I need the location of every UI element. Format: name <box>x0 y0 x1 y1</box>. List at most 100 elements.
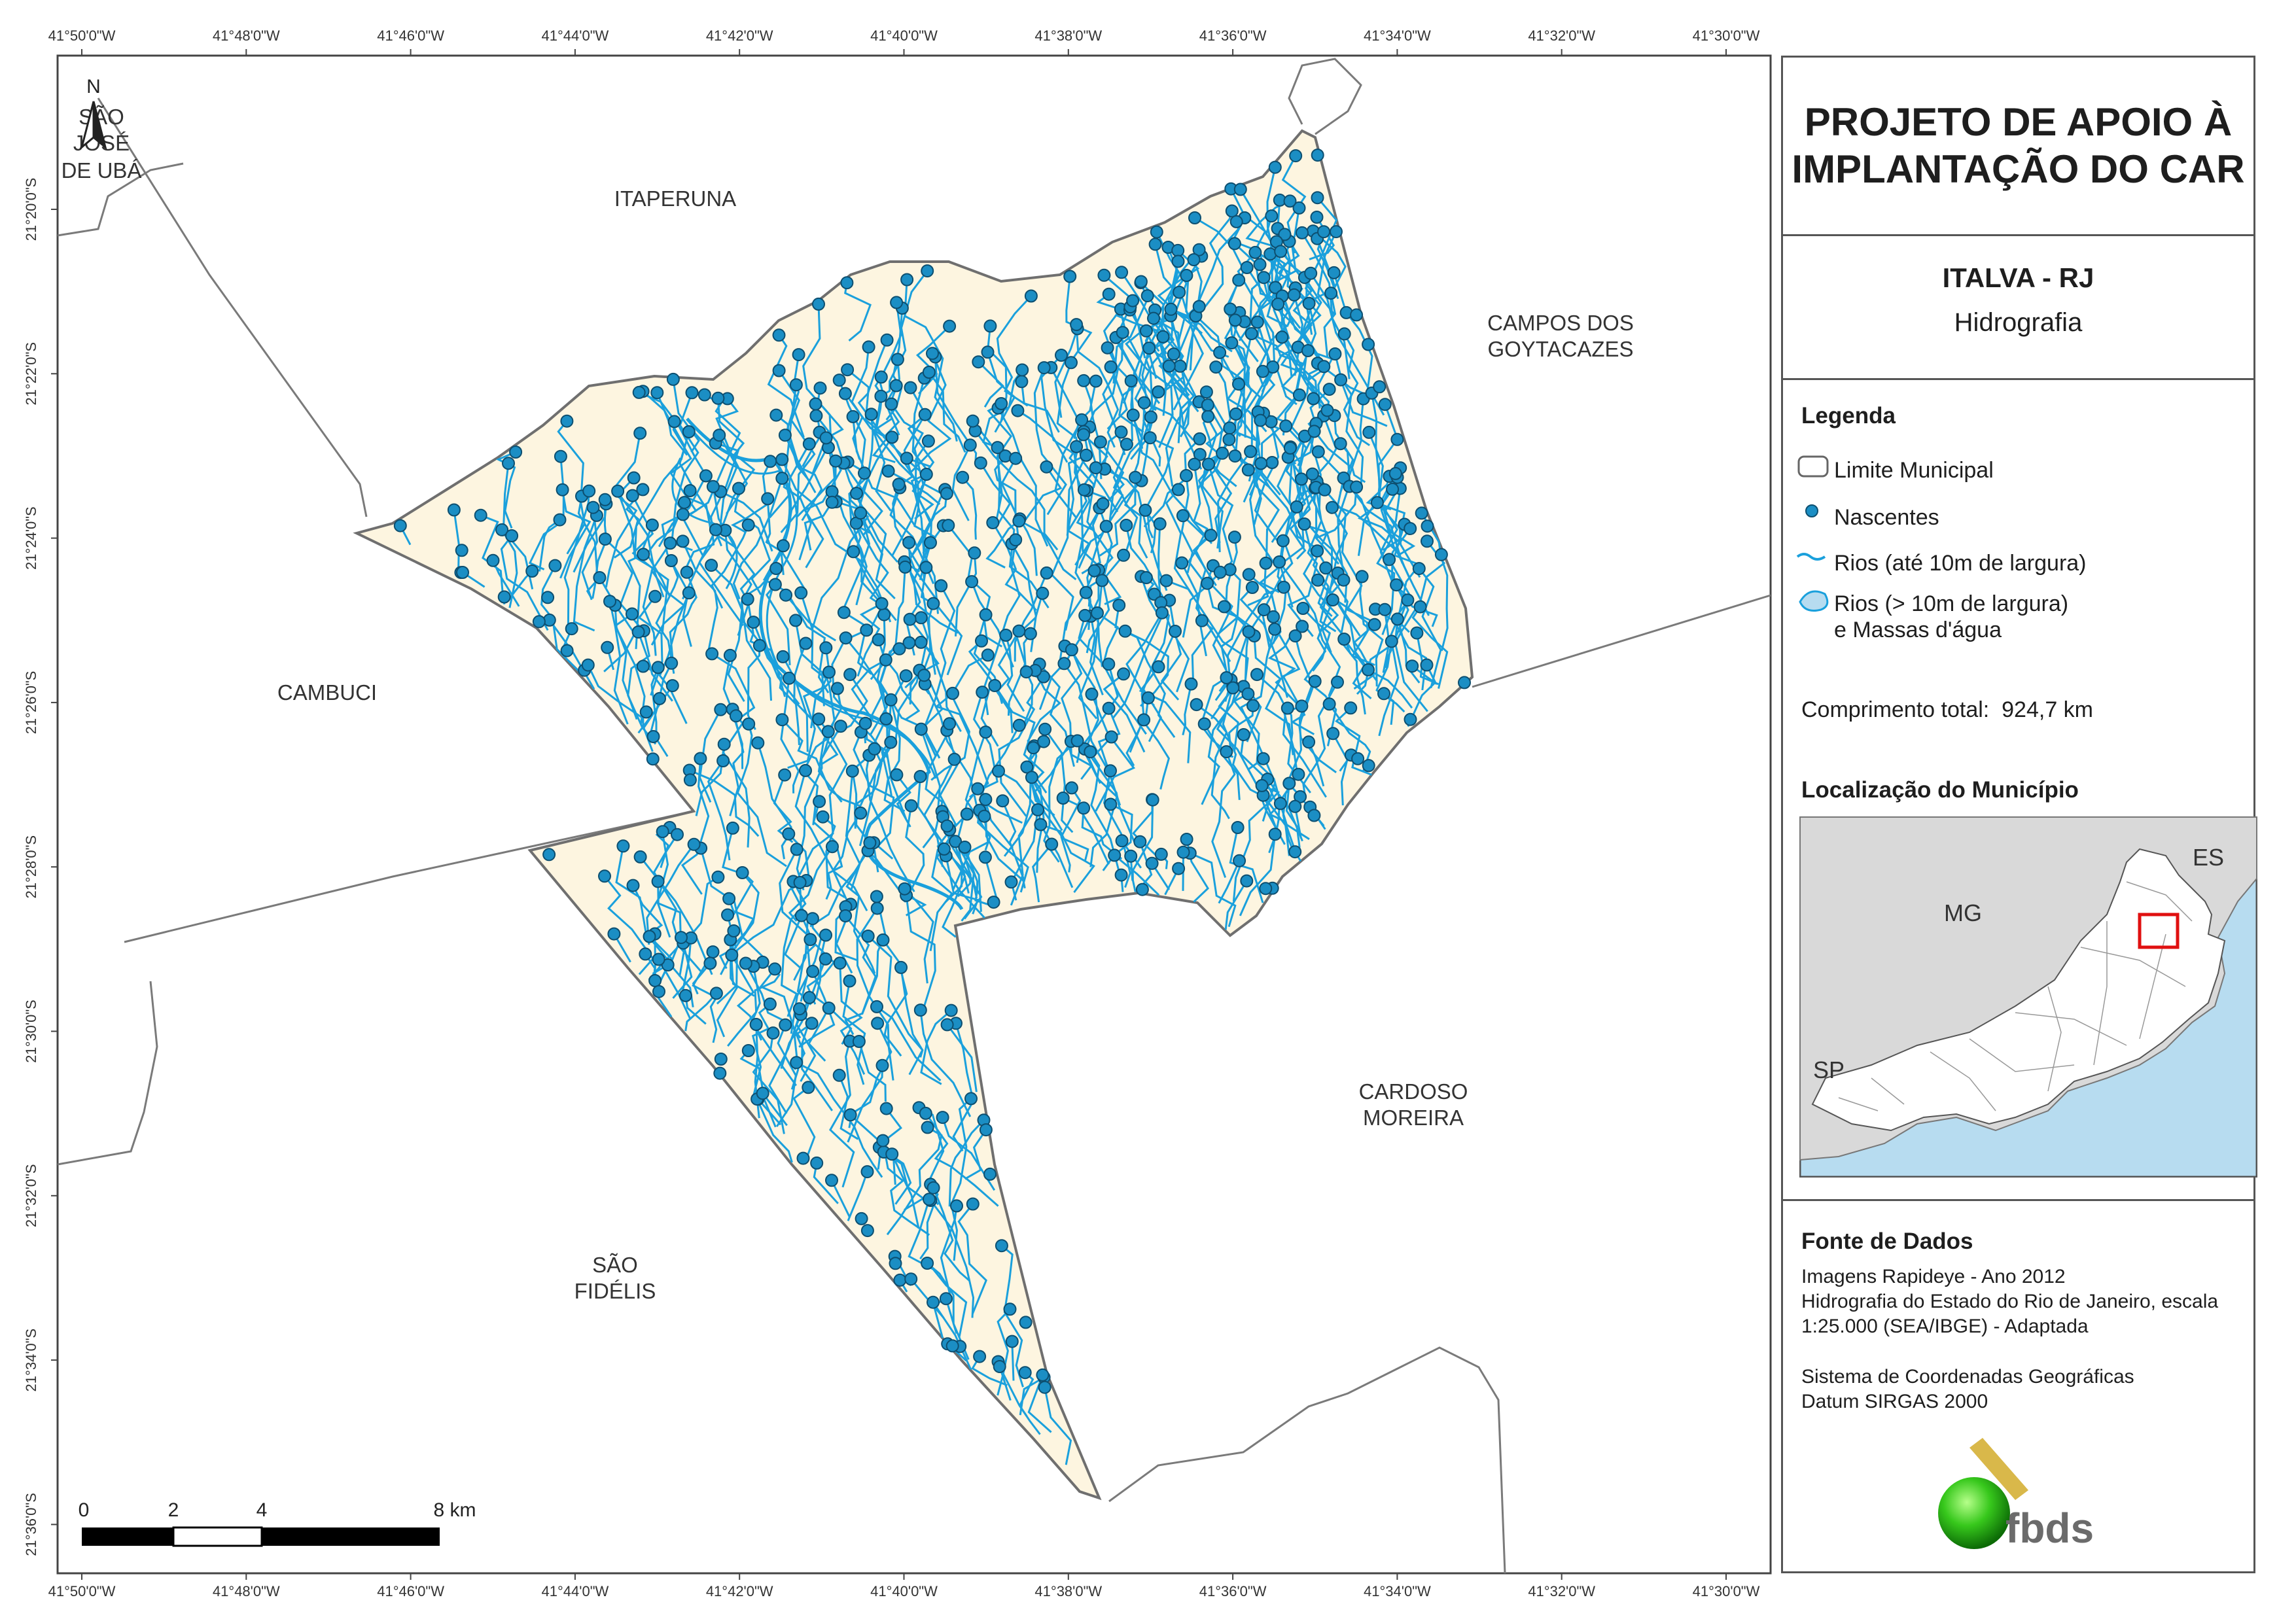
river-segment <box>1218 352 1246 438</box>
spring-point <box>834 720 847 733</box>
total-length-label: Comprimento total: <box>1801 697 1990 722</box>
spring-point <box>1276 534 1290 548</box>
spring-point <box>1334 373 1348 387</box>
river-segment <box>1027 670 1061 742</box>
spring-point <box>870 890 883 903</box>
spring-point <box>1287 288 1301 302</box>
spring-point <box>1065 356 1078 370</box>
spring-point <box>1156 330 1170 343</box>
sources-line: 1:25.000 (SEA/IBGE) - Adaptada <box>1801 1316 2089 1337</box>
river-segment <box>787 671 830 769</box>
spring-point <box>885 430 899 444</box>
river-segment <box>1304 197 1338 306</box>
spring-point <box>616 839 630 853</box>
river-segment <box>998 1366 1028 1417</box>
spring-point <box>1232 377 1245 391</box>
neighbor-labels: SÃO JOSÉ DE UBÁ ITAPERUNA CAMPOS DOS GOY… <box>62 105 1634 1303</box>
spring-point <box>902 536 916 550</box>
river-segment <box>904 279 958 442</box>
spring-point <box>560 644 574 657</box>
spring-point <box>958 841 972 854</box>
spring-point <box>685 386 699 400</box>
spring-point <box>1153 517 1167 531</box>
spring-point <box>664 554 678 567</box>
river-segment <box>1357 438 1400 551</box>
river-segment <box>682 434 738 600</box>
river-segment <box>1074 503 1104 596</box>
river-segment <box>851 659 887 723</box>
spring-point <box>1144 410 1157 424</box>
spring-point <box>556 483 569 497</box>
spring-point <box>1012 718 1026 732</box>
scale-bar: 0 2 4 8 km <box>79 1499 476 1547</box>
river-segment <box>1165 489 1195 599</box>
river-segment <box>1211 751 1236 879</box>
spring-point <box>1154 847 1168 861</box>
river-segment <box>946 1024 978 1092</box>
spring-point <box>903 612 917 626</box>
river-segment <box>1283 446 1305 563</box>
spring-point <box>845 764 859 778</box>
spring-point <box>678 496 691 510</box>
river-segment <box>804 501 833 551</box>
spring-point <box>890 768 904 782</box>
spring-point <box>988 679 1002 692</box>
spring-point <box>796 1151 810 1165</box>
spring-point <box>1124 374 1138 388</box>
title-block: PROJETO DE APOIO À IMPLANTAÇÃO DO CAR <box>1783 58 2253 236</box>
spring-point <box>1222 432 1236 446</box>
spring-point <box>884 735 898 749</box>
spring-point <box>1237 728 1250 741</box>
river-segment <box>945 855 980 915</box>
river-segment <box>930 654 989 781</box>
spring-point <box>1322 383 1336 396</box>
river-segment <box>1144 510 1157 553</box>
spring-point <box>792 1002 806 1016</box>
longitude-label: 41°32'0"W <box>1528 1583 1595 1599</box>
spring-point <box>898 560 912 574</box>
spring-point <box>1201 398 1214 412</box>
river-segment <box>615 846 648 936</box>
river-segment <box>1275 346 1304 422</box>
scale-label: 0 <box>79 1499 90 1521</box>
spring-point <box>1005 1335 1019 1348</box>
spring-point <box>1202 457 1215 471</box>
spring-point <box>1288 629 1302 643</box>
spring-point <box>680 565 694 579</box>
river-segment <box>865 755 915 892</box>
spring-point <box>772 328 786 342</box>
spring-point <box>884 693 898 707</box>
spring-point <box>1307 392 1320 406</box>
river-segment <box>964 1129 987 1180</box>
spring-point <box>898 882 911 896</box>
river-segment <box>1247 563 1269 606</box>
spring-point <box>790 1056 804 1070</box>
spring-point <box>1277 580 1290 594</box>
spring-point <box>652 952 665 966</box>
spring-point <box>986 516 1000 529</box>
spring-point <box>651 875 665 888</box>
spring-point <box>633 850 647 864</box>
spring-point <box>899 669 913 683</box>
spring-point <box>776 650 790 663</box>
river-segment <box>942 1117 996 1191</box>
spring-point <box>676 508 690 521</box>
spring-point <box>1147 311 1160 325</box>
spring-point <box>1075 413 1089 427</box>
spring-point <box>713 428 726 442</box>
river-segment <box>1103 673 1146 753</box>
spring-point <box>643 930 656 943</box>
spring-point <box>603 595 616 608</box>
river-segment <box>867 935 924 1075</box>
river-network <box>399 155 1449 1465</box>
spring-point <box>1290 500 1303 514</box>
spring-point <box>532 615 546 629</box>
river-segment <box>1265 215 1303 334</box>
river-segment <box>817 688 843 803</box>
spring-point <box>971 782 985 795</box>
spring-point <box>825 1174 838 1187</box>
spring-point <box>1328 347 1342 360</box>
spring-point <box>1175 556 1189 570</box>
spring-point <box>1233 183 1247 196</box>
river-segment <box>838 1075 859 1140</box>
